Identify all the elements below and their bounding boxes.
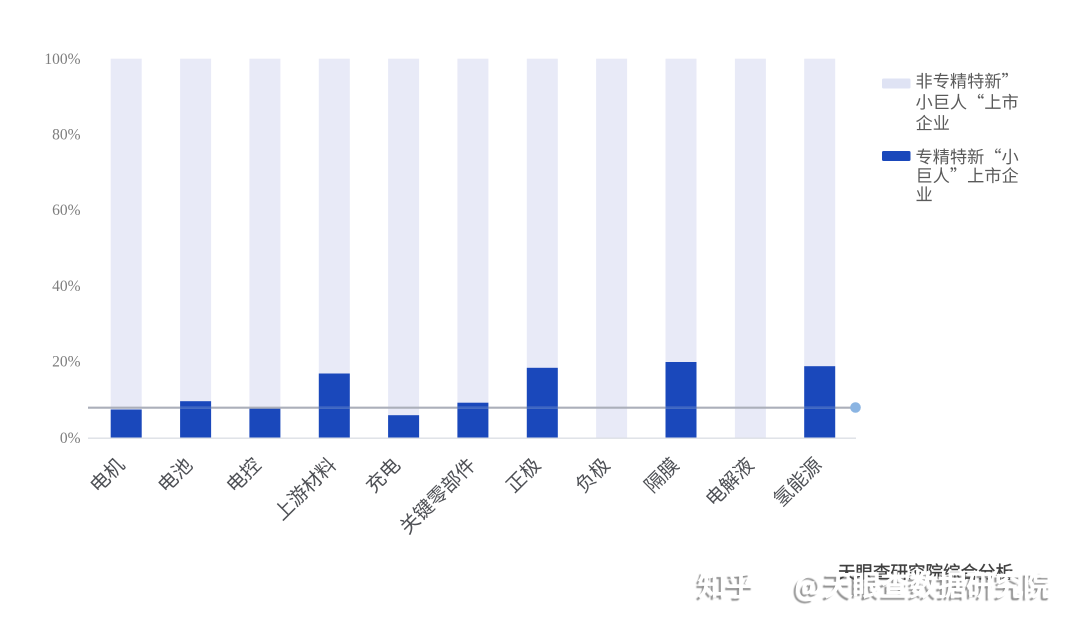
svg-text:20%: 20% [52,353,81,370]
svg-text:80%: 80% [52,127,81,144]
svg-text:100%: 100% [44,51,80,68]
svg-text:0%: 0% [60,430,81,447]
svg-text:60%: 60% [52,202,81,219]
svg-text:40%: 40% [52,278,81,295]
